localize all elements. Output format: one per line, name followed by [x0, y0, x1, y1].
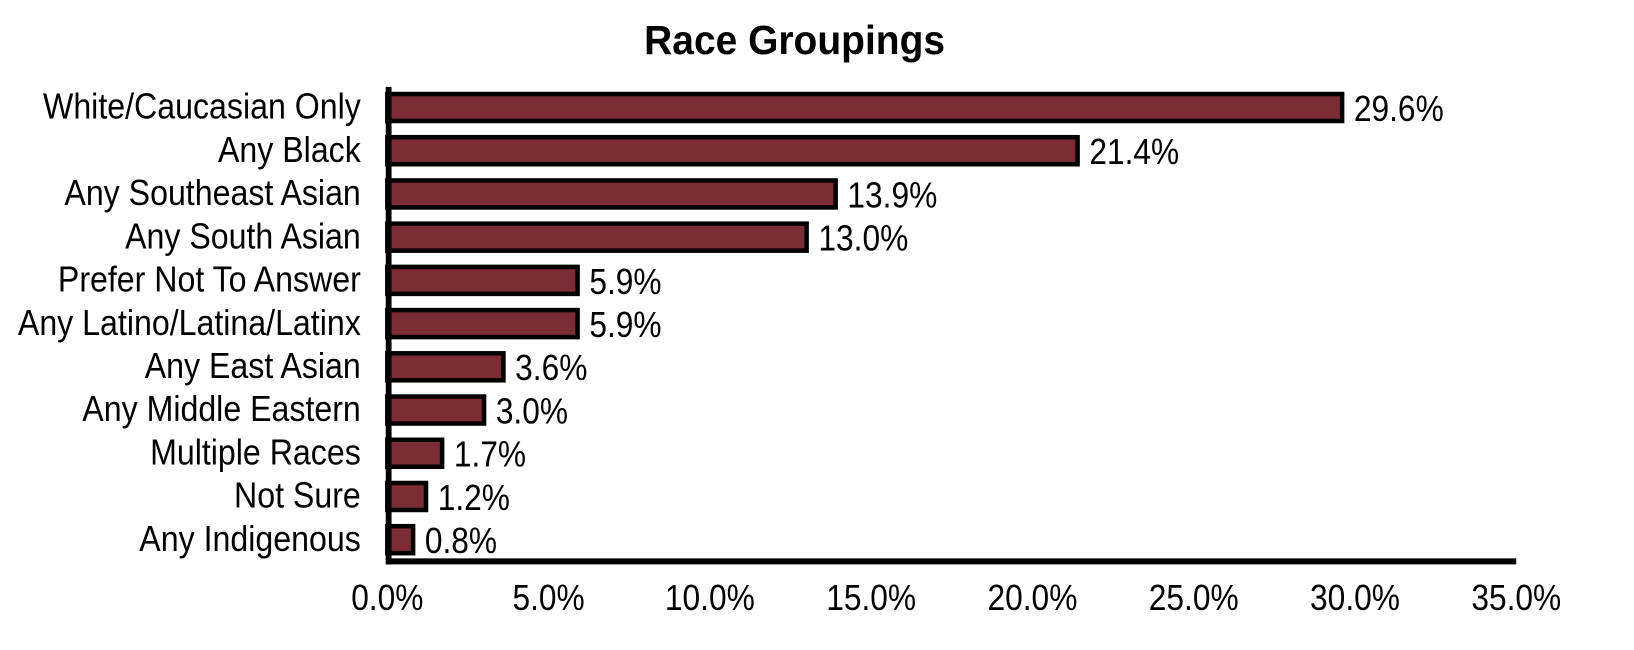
svg-text:5.0%: 5.0% — [512, 577, 584, 618]
svg-text:White/Caucasian Only: White/Caucasian Only — [43, 86, 362, 127]
svg-text:20.0%: 20.0% — [987, 577, 1077, 618]
svg-text:29.6%: 29.6% — [1354, 88, 1444, 129]
svg-text:13.0%: 13.0% — [818, 218, 908, 259]
svg-text:1.2%: 1.2% — [438, 477, 510, 518]
svg-text:Any Latino/Latina/Latinx: Any Latino/Latina/Latinx — [18, 302, 361, 343]
svg-text:13.9%: 13.9% — [847, 174, 937, 215]
svg-text:3.6%: 3.6% — [515, 347, 587, 388]
svg-text:15.0%: 15.0% — [826, 577, 916, 618]
svg-text:5.9%: 5.9% — [589, 261, 661, 302]
svg-text:21.4%: 21.4% — [1089, 131, 1179, 172]
svg-text:Any East Asian: Any East Asian — [145, 345, 361, 386]
svg-text:5.9%: 5.9% — [589, 304, 661, 345]
svg-text:1.7%: 1.7% — [454, 434, 526, 475]
svg-text:0.8%: 0.8% — [425, 520, 497, 561]
svg-text:Any Indigenous: Any Indigenous — [139, 518, 361, 559]
svg-text:10.0%: 10.0% — [665, 577, 755, 618]
svg-text:0.0%: 0.0% — [351, 577, 423, 618]
svg-text:Race Groupings: Race Groupings — [644, 17, 945, 63]
svg-text:Any Black: Any Black — [218, 129, 362, 170]
svg-text:Not Sure: Not Sure — [234, 475, 361, 516]
svg-text:Any Middle Eastern: Any Middle Eastern — [82, 388, 361, 429]
svg-text:25.0%: 25.0% — [1149, 577, 1239, 618]
svg-text:Multiple Races: Multiple Races — [150, 431, 361, 472]
svg-text:Prefer Not To Answer: Prefer Not To Answer — [58, 259, 361, 300]
svg-text:Any Southeast Asian: Any Southeast Asian — [64, 172, 360, 213]
svg-text:3.0%: 3.0% — [496, 390, 568, 431]
svg-text:Any South Asian: Any South Asian — [125, 215, 361, 256]
svg-text:30.0%: 30.0% — [1310, 577, 1400, 618]
svg-text:35.0%: 35.0% — [1471, 577, 1561, 618]
